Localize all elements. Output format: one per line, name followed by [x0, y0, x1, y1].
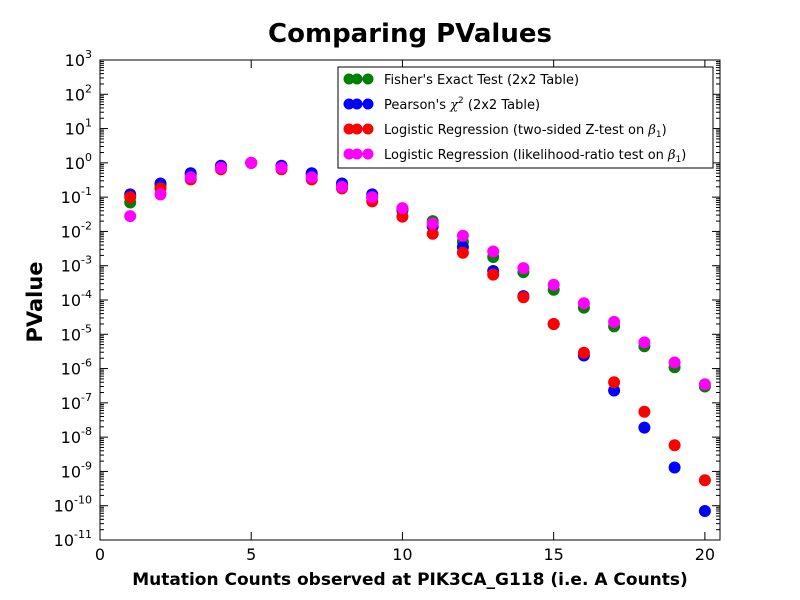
point-series-4 [456, 229, 469, 242]
point-series-4 [547, 278, 560, 291]
point-series-3 [638, 405, 651, 418]
point-series-4 [336, 180, 348, 193]
point-series-4 [608, 315, 621, 328]
point-series-4 [124, 210, 137, 223]
x-tick-label: 15 [543, 545, 563, 564]
point-series-2 [698, 505, 711, 517]
point-series-3 [426, 227, 439, 240]
data-points [124, 156, 711, 517]
y-axis-label: PValue [23, 261, 47, 342]
point-series-4 [487, 245, 500, 258]
point-series-3 [487, 268, 500, 281]
point-series-4 [517, 262, 530, 275]
y-tick-label: 102 [65, 82, 92, 104]
x-tick-label: 10 [392, 545, 412, 564]
point-series-3 [517, 291, 530, 304]
point-series-3 [456, 246, 469, 259]
y-tick-label: 101 [65, 117, 92, 139]
y-tick-label: 100 [65, 151, 92, 173]
legend-label: Fisher's Exact Test (2x2 Table) [384, 73, 579, 88]
legend: Fisher's Exact Test (2x2 Table) Pearson's… [337, 66, 714, 169]
point-series-4 [366, 191, 379, 204]
y-tick-label: 10-11 [54, 528, 92, 550]
point-series-4 [396, 202, 409, 215]
y-tick-label: 10-1 [61, 185, 92, 207]
point-series-4 [668, 356, 681, 369]
axis-ticks: 0 5 10 15 20 10-11 10-10 10-9 10-8 10-7 10-6 10-5 10… [54, 48, 720, 564]
point-series-4 [305, 171, 318, 184]
point-series-2 [638, 421, 651, 434]
legend-label: Logistic Regression (two-sided Z-test on… [384, 123, 667, 140]
plot-border [99, 59, 721, 541]
legend-label: Pearson's χ2 (2x2 Table) [384, 96, 540, 113]
point-series-4 [245, 156, 258, 169]
point-series-2 [668, 461, 681, 474]
point-series-4 [426, 217, 439, 230]
point-series-4 [638, 336, 651, 349]
x-tick-label: 5 [246, 545, 256, 564]
point-series-4 [215, 161, 227, 174]
x-tick-label: 20 [695, 545, 715, 564]
legend-label: Logistic Regression (likelihood-ratio te… [384, 148, 686, 165]
y-tick-label: 10-3 [61, 254, 92, 276]
point-series-3 [698, 474, 711, 487]
point-series-4 [275, 161, 288, 174]
y-tick-label: 10-8 [61, 425, 92, 447]
y-tick-label: 10-6 [61, 357, 92, 379]
point-series-4 [184, 171, 197, 184]
point-series-3 [577, 346, 590, 359]
y-tick-label: 10-2 [61, 219, 92, 241]
y-tick-label: 10-5 [61, 322, 92, 344]
point-series-3 [547, 318, 560, 330]
y-tick-label: 103 [65, 48, 92, 70]
point-series-4 [698, 378, 711, 391]
point-series-3 [608, 376, 621, 389]
chart-title: Comparing PValues [268, 19, 552, 49]
point-series-3 [396, 210, 409, 223]
point-series-3 [668, 439, 681, 452]
y-tick-label: 10-10 [54, 494, 92, 516]
y-tick-label: 10-4 [61, 288, 92, 310]
y-tick-label: 10-7 [61, 391, 92, 413]
x-tick-label: 0 [95, 545, 105, 564]
x-axis-label: Mutation Counts observed at PIK3CA_G118 … [132, 570, 688, 590]
point-series-4 [577, 297, 590, 310]
point-series-4 [154, 188, 167, 201]
point-series-2 [608, 384, 621, 397]
y-tick-label: 10-9 [61, 459, 92, 481]
legend-box [337, 66, 714, 169]
point-series-3 [124, 191, 137, 204]
